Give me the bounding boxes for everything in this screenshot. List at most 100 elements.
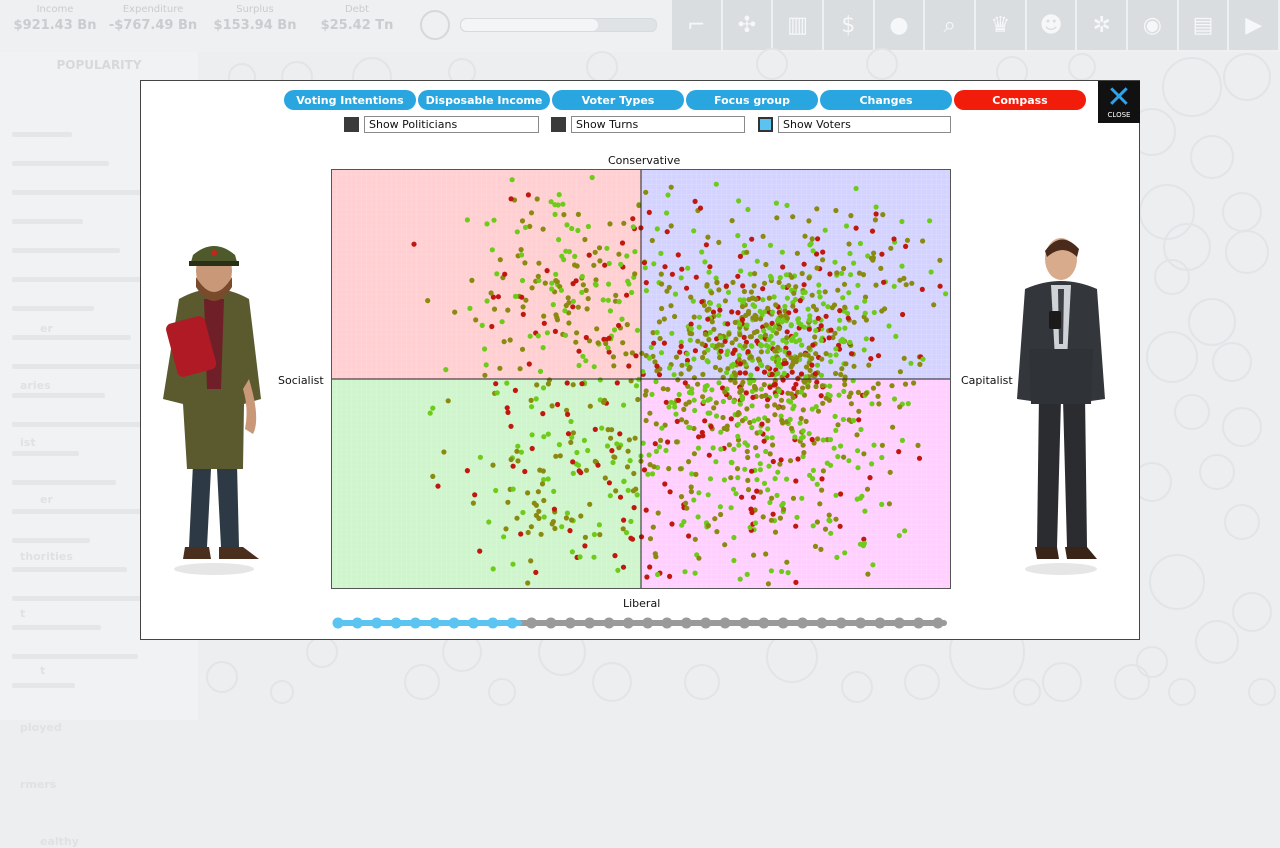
timeline-turn-marker[interactable] — [874, 617, 886, 629]
timeline-turn-marker[interactable] — [719, 617, 731, 629]
policy-icon[interactable] — [1188, 298, 1236, 346]
timeline-turn-marker[interactable] — [526, 617, 537, 629]
timeline-turn-marker[interactable] — [835, 617, 847, 629]
policy-icon[interactable] — [684, 664, 720, 700]
pistol-icon[interactable]: ⌐ — [672, 0, 721, 50]
timeline-turn-marker[interactable] — [409, 617, 421, 629]
timeline-turn-marker[interactable] — [351, 617, 363, 629]
timeline-turn-marker[interactable] — [584, 617, 596, 629]
policy-icon[interactable] — [1154, 259, 1190, 295]
policy-icon[interactable] — [592, 662, 632, 702]
policy-icon[interactable] — [1136, 646, 1168, 678]
policy-icon[interactable] — [270, 680, 294, 704]
policy-icon[interactable] — [586, 51, 618, 83]
show-politicians-checkbox[interactable] — [344, 117, 359, 132]
policy-icon[interactable] — [756, 48, 788, 80]
people-icon[interactable]: ☻ — [1026, 0, 1076, 50]
turn-progress-bar[interactable] — [460, 18, 657, 32]
timeline-turn-marker[interactable] — [777, 617, 789, 629]
germ-icon[interactable]: ✣ — [722, 0, 772, 50]
timeline-turn-marker[interactable] — [506, 617, 518, 629]
close-button[interactable]: ✕ CLOSE — [1098, 81, 1140, 123]
policy-icon[interactable] — [1195, 620, 1239, 664]
timeline-turn-marker[interactable] — [371, 617, 383, 629]
voter-dot — [535, 489, 541, 495]
policy-icon[interactable] — [1162, 57, 1222, 117]
policy-icon[interactable] — [1225, 230, 1269, 274]
dollar-icon[interactable]: $ — [824, 0, 873, 50]
timeline-turn-marker[interactable] — [913, 617, 925, 629]
policy-icon[interactable] — [306, 636, 338, 668]
timeline-turn-marker[interactable] — [642, 617, 654, 629]
voter-dot — [702, 331, 708, 337]
clock-icon[interactable] — [420, 10, 450, 40]
gear-icon[interactable]: ✲ — [1077, 0, 1127, 50]
timeline-turn-marker[interactable] — [545, 617, 557, 629]
policy-icon[interactable] — [1190, 135, 1234, 179]
timeline-turn-marker[interactable] — [448, 617, 460, 629]
voter-dot — [831, 445, 837, 451]
policy-icon[interactable] — [1232, 592, 1272, 632]
timeline-turn-marker[interactable] — [855, 617, 867, 629]
timeline-turn-marker[interactable] — [680, 617, 692, 629]
timeline-turn-marker[interactable] — [816, 617, 828, 629]
policy-icon[interactable] — [404, 664, 440, 700]
tab-voting-intentions[interactable]: Voting Intentions — [284, 90, 416, 110]
policy-icon[interactable] — [841, 671, 873, 703]
tab-compass[interactable]: Compass — [954, 90, 1086, 110]
policy-icon[interactable] — [1199, 454, 1235, 490]
timeline-turn-marker[interactable] — [429, 617, 441, 629]
policy-icon[interactable] — [1146, 331, 1198, 383]
voter-dot — [626, 437, 632, 443]
document-icon[interactable]: ▤ — [1178, 0, 1228, 50]
tab-voter-types[interactable]: Voter Types — [552, 90, 684, 110]
search-icon[interactable]: ⌕ — [925, 0, 975, 50]
tab-disposable-income[interactable]: Disposable Income — [418, 90, 550, 110]
timeline-turn-marker[interactable] — [468, 617, 479, 629]
policy-icon[interactable] — [904, 664, 940, 700]
timeline-turn-marker[interactable] — [797, 617, 808, 629]
policy-icon[interactable] — [1068, 53, 1096, 81]
voter-dot — [700, 433, 706, 439]
timeline-turn-marker[interactable] — [487, 617, 499, 629]
policy-icon[interactable] — [1222, 192, 1262, 232]
timeline-turn-marker[interactable] — [390, 617, 402, 629]
policy-icon[interactable] — [866, 48, 898, 80]
timeline-turn-marker[interactable] — [564, 617, 576, 629]
policy-icon[interactable] — [1149, 554, 1205, 610]
play-icon[interactable]: ▶ — [1229, 0, 1279, 50]
popularity-group-label: t — [20, 607, 26, 620]
lightbulb-head-icon[interactable]: ◉ — [1128, 0, 1177, 50]
policy-icon[interactable] — [1223, 53, 1271, 101]
tab-changes[interactable]: Changes — [820, 90, 952, 110]
show-voters-checkbox[interactable] — [758, 117, 773, 132]
timeline-turn-marker[interactable] — [661, 617, 673, 629]
voter-dot — [780, 284, 786, 290]
timeline-turn-marker[interactable] — [932, 617, 944, 629]
timeline-turn-marker[interactable] — [739, 617, 750, 629]
timeline-turn-marker[interactable] — [700, 617, 712, 629]
policy-icon[interactable] — [1224, 504, 1260, 540]
policy-icon[interactable] — [488, 678, 516, 706]
policy-icon[interactable] — [1114, 664, 1150, 700]
chart-icon[interactable]: ▥ — [773, 0, 823, 50]
policy-icon[interactable] — [206, 661, 238, 693]
policy-icon[interactable] — [1248, 678, 1276, 706]
turn-timeline[interactable] — [331, 616, 951, 630]
policy-icon[interactable] — [1042, 662, 1082, 702]
timeline-turn-marker[interactable] — [332, 617, 344, 629]
policy-icon[interactable] — [1013, 678, 1041, 706]
policy-icon[interactable] — [1168, 678, 1196, 706]
timeline-turn-marker[interactable] — [622, 617, 634, 629]
timeline-turn-marker[interactable] — [893, 617, 905, 629]
voter-dot — [441, 449, 447, 455]
show-turns-checkbox[interactable] — [551, 117, 566, 132]
policy-icon[interactable] — [1212, 342, 1252, 382]
lightbulb-icon[interactable]: ● — [874, 0, 924, 50]
trophy-icon[interactable]: ♛ — [976, 0, 1025, 50]
tab-focus-group[interactable]: Focus group — [686, 90, 818, 110]
policy-icon[interactable] — [1174, 394, 1210, 430]
policy-icon[interactable] — [1222, 407, 1262, 447]
timeline-turn-marker[interactable] — [603, 617, 615, 629]
timeline-turn-marker[interactable] — [758, 617, 770, 629]
